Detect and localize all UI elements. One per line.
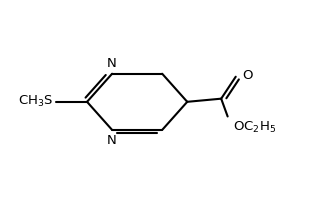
Text: N: N xyxy=(107,134,117,147)
Text: N: N xyxy=(107,57,117,70)
Text: O: O xyxy=(242,69,253,82)
Text: CH$_3$S: CH$_3$S xyxy=(18,94,53,109)
Text: OC$_2$H$_5$: OC$_2$H$_5$ xyxy=(233,120,276,135)
